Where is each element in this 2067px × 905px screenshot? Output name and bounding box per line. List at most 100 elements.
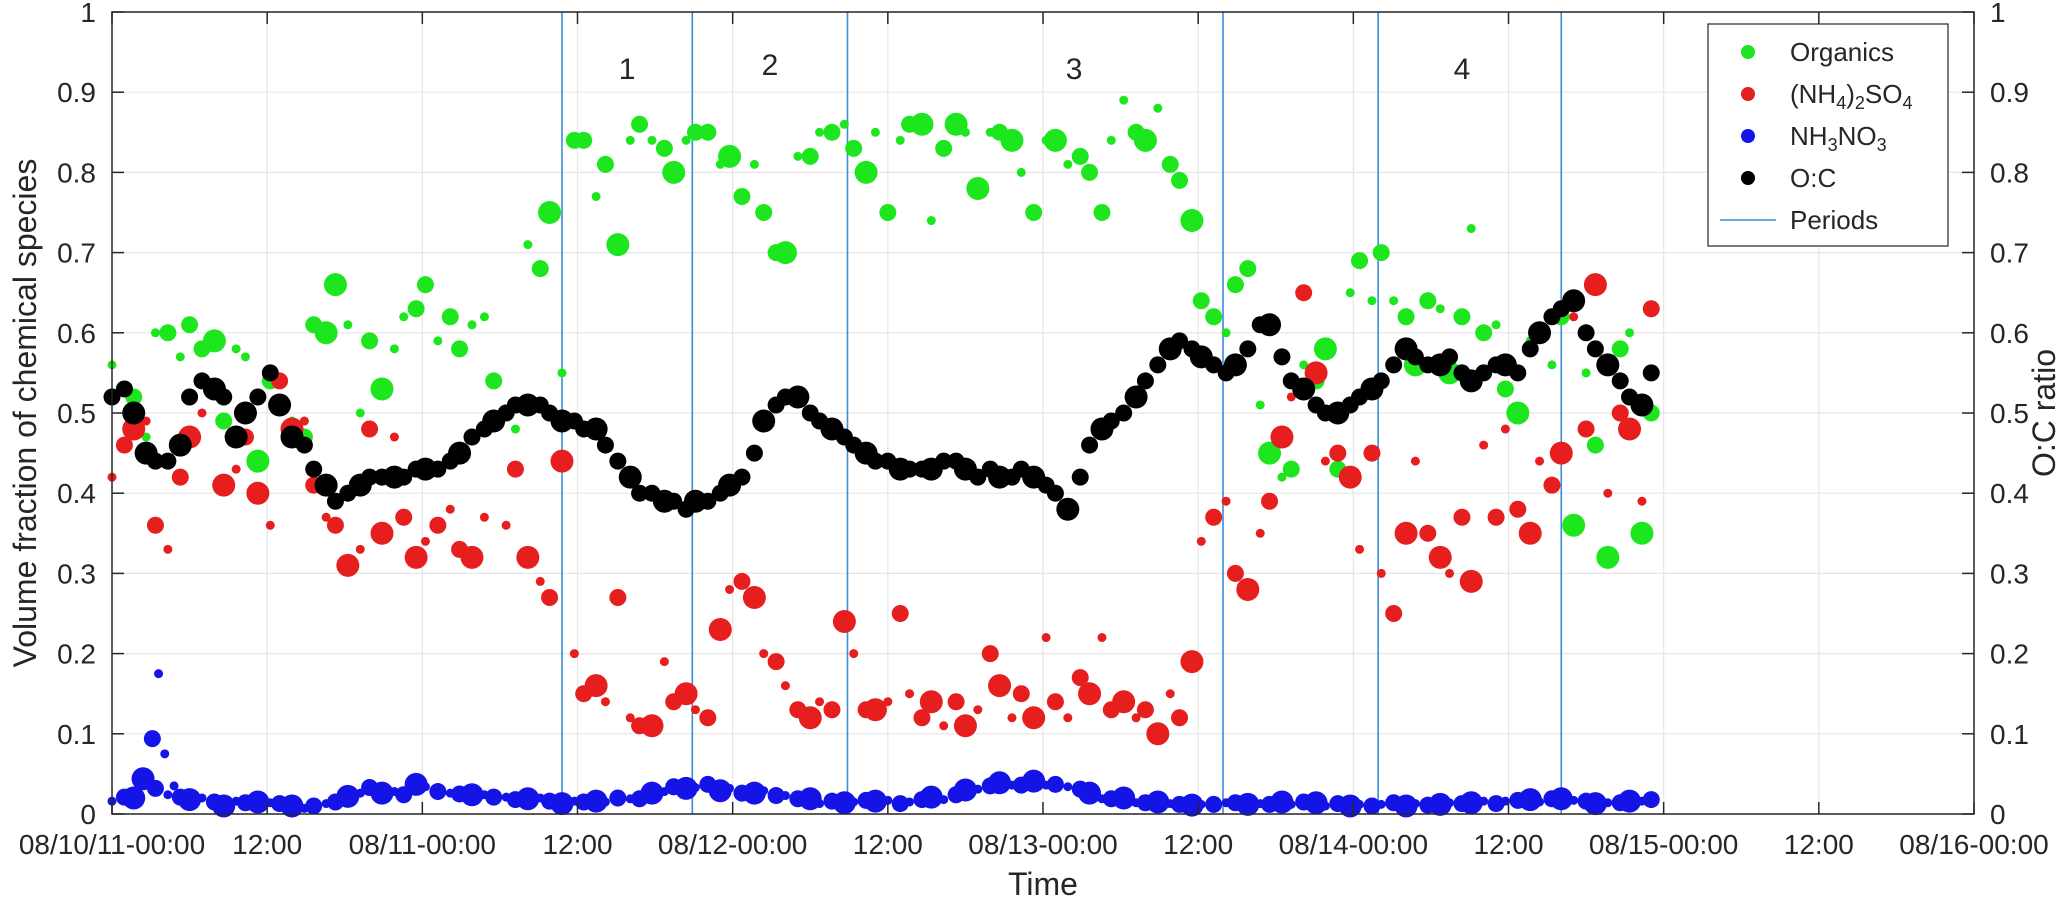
organics-point	[510, 424, 520, 434]
organics-point	[240, 352, 250, 362]
organics-point	[1063, 159, 1073, 169]
x-tick-label: 08/11-00:00	[349, 829, 496, 860]
oc-point	[1577, 324, 1595, 342]
organics-point	[699, 123, 717, 141]
organics-point	[1000, 128, 1024, 152]
y-tick-label: 1	[80, 0, 96, 28]
organics-point	[1453, 308, 1471, 326]
ammnit-point	[246, 790, 270, 814]
ammsulf-point	[420, 536, 430, 546]
oc-point	[395, 468, 413, 486]
ammnit-point	[178, 788, 202, 812]
ammsulf-point	[212, 473, 236, 497]
ammnit-point	[370, 781, 394, 805]
ammsulf-point	[1487, 508, 1505, 526]
ammsulf-point	[479, 512, 489, 522]
ammnit-point	[1428, 792, 1452, 816]
ammsulf-point	[913, 709, 931, 727]
ammsulf-point	[767, 653, 785, 671]
ammsulf-point	[1543, 476, 1561, 494]
oc-point	[1102, 412, 1120, 430]
organics-point	[1226, 276, 1244, 294]
ammsulf-point	[1385, 605, 1403, 622]
ammsulf-point	[541, 588, 559, 606]
ammsulf-point	[1196, 536, 1206, 546]
oc-point	[1115, 404, 1133, 422]
ammnit-point	[883, 795, 893, 805]
ammsulf-point	[1618, 417, 1642, 441]
oc-point	[618, 465, 642, 489]
oc-point	[295, 436, 313, 454]
oc-point	[1273, 348, 1291, 366]
ammsulf-point	[1549, 441, 1573, 465]
ammsulf-point	[690, 705, 700, 715]
ammsulf-point	[1642, 300, 1660, 318]
ammsulf-point	[919, 690, 943, 714]
ammnit-point	[154, 669, 164, 679]
organics-point	[1435, 304, 1445, 314]
ammsulf-point	[1295, 284, 1313, 302]
oc-point	[224, 425, 248, 449]
ammsulf-point	[506, 460, 524, 478]
data-marks	[103, 95, 1660, 818]
ammsulf-point	[905, 689, 915, 699]
ammsulf-point	[171, 468, 189, 486]
organics-point	[1596, 545, 1620, 569]
organics-point	[399, 312, 409, 322]
oc-point	[901, 460, 919, 478]
organics-point	[1153, 103, 1163, 113]
ammnit-point	[891, 795, 909, 813]
ammnit-point	[1487, 795, 1505, 813]
y2-tick-label: 1	[1990, 0, 2006, 28]
organics-point	[1192, 292, 1210, 310]
organics-point	[1171, 171, 1189, 189]
ammsulf-point	[370, 521, 394, 545]
period-label: 2	[762, 49, 779, 82]
organics-point	[370, 377, 394, 401]
oc-point	[665, 492, 683, 510]
ammsulf-point	[584, 674, 608, 698]
ammnit-point	[485, 788, 503, 806]
organics-point	[773, 241, 797, 265]
ammsulf-point	[725, 584, 735, 594]
y2-axis-label: O:C ratio	[2026, 349, 2062, 477]
oc-point	[609, 452, 627, 470]
oc-point	[305, 460, 323, 478]
organics-point	[1586, 436, 1604, 454]
organics-point	[755, 204, 773, 221]
ammsulf-point	[1394, 521, 1418, 545]
organics-point	[801, 147, 819, 165]
organics-series	[107, 95, 1660, 569]
organics-point	[1372, 244, 1390, 262]
ammsulf-point	[115, 436, 133, 454]
organics-point	[1491, 320, 1501, 330]
ammsulf-point	[336, 553, 360, 577]
ammsulf-point	[246, 481, 270, 505]
ammsulf-point	[141, 416, 151, 426]
y2-tick-label: 0.9	[1990, 77, 2029, 108]
organics-point	[749, 159, 759, 169]
organics-point	[606, 233, 630, 257]
ammsulf-point	[1577, 420, 1595, 438]
organics-point	[231, 344, 241, 354]
ammsulf-point	[1419, 524, 1437, 542]
ammsulf-point	[1171, 709, 1189, 727]
organics-point	[733, 187, 751, 205]
period-label: 3	[1066, 53, 1083, 86]
ammnit-point	[690, 783, 700, 793]
ammnit-point	[1022, 769, 1046, 793]
oc-point	[314, 473, 338, 497]
organics-point	[793, 151, 803, 161]
organics-point	[1081, 163, 1099, 181]
oc-point	[1056, 497, 1080, 521]
organics-point	[416, 276, 434, 294]
x-tick-label: 08/14-00:00	[1279, 829, 1428, 860]
period-lines: 1 2 3 4	[561, 12, 1563, 814]
y2-tick-label: 0.4	[1990, 478, 2029, 509]
organics-point	[1351, 252, 1369, 270]
legend-organics-marker	[1741, 45, 1755, 59]
oc-point	[550, 409, 574, 433]
ammnit-point	[1603, 798, 1613, 808]
ammnit-point	[1459, 791, 1483, 815]
ammnit-point	[550, 792, 574, 816]
